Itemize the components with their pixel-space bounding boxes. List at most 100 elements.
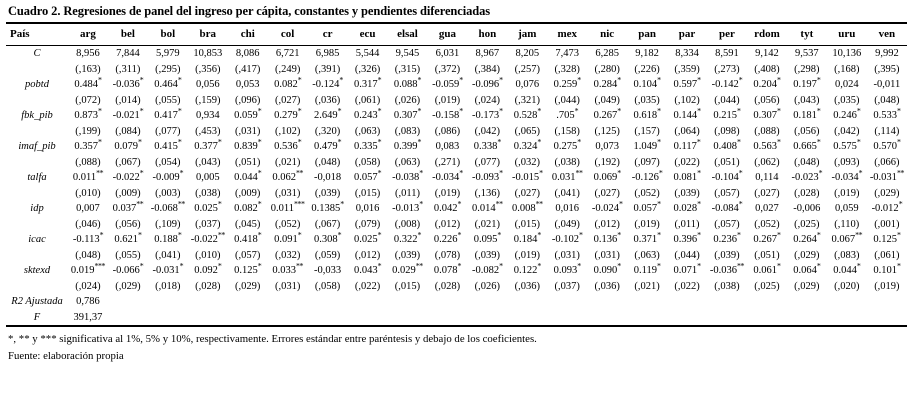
se-cell: (,043) bbox=[794, 94, 820, 106]
coef-cell: 0.188* bbox=[154, 230, 182, 245]
coef-cell: 0.067** bbox=[831, 230, 863, 245]
coef-cell: 0.408* bbox=[713, 137, 741, 152]
coef-cell: 9,545 bbox=[395, 48, 420, 59]
coef-cell: -0.036** bbox=[709, 261, 745, 276]
coef-cell: 0.136* bbox=[593, 230, 622, 245]
coef-cell: 0.025* bbox=[194, 199, 222, 214]
variable-label: imaf_pib bbox=[18, 141, 56, 152]
coef-cell: 8,334 bbox=[675, 48, 699, 59]
coef-cell: 0.081* bbox=[673, 168, 701, 183]
coef-cell: 0.618* bbox=[633, 106, 662, 121]
se-cell: (,019) bbox=[434, 94, 461, 106]
source-note: Fuente: elaboración propia bbox=[8, 350, 124, 362]
coef-cell: -0.173* bbox=[472, 106, 503, 121]
significance-stars: * bbox=[179, 261, 184, 271]
coef-row: imaf_pib 0.357* 0.079* 0.415* 0.377* 0.839* 0.… bbox=[6, 137, 907, 155]
significance-stars: * bbox=[618, 199, 623, 209]
se-row: (,024) (,029) (,018) (,028) (,029) (,031) (,05… bbox=[6, 279, 907, 295]
significance-stars: ** bbox=[896, 168, 905, 178]
coef-cell: -0.059* bbox=[432, 75, 463, 90]
coef-cell: 0.042* bbox=[433, 199, 462, 214]
se-cell: (,051) bbox=[235, 156, 261, 168]
significance-stars: * bbox=[497, 230, 501, 240]
se-cell: (,114) bbox=[874, 125, 900, 137]
significance-stars: * bbox=[577, 75, 581, 85]
coef-cell: 0,005 bbox=[195, 172, 220, 183]
summary-row: F 391,37 bbox=[6, 309, 907, 327]
se-cell: (,093) bbox=[834, 156, 860, 168]
significance-stars: * bbox=[656, 261, 661, 271]
coef-cell: 0.597* bbox=[673, 75, 701, 90]
se-row: (,163) (,311) (,295) (,356) (,417) (,249) (,39… bbox=[6, 62, 907, 78]
coef-cell: 0.396* bbox=[673, 230, 701, 245]
significance-stars: * bbox=[737, 230, 741, 240]
coef-cell: 0.101* bbox=[873, 261, 901, 276]
coef-cell: .705* bbox=[556, 106, 579, 121]
significance-stars: * bbox=[537, 230, 541, 240]
se-cell: (,019) bbox=[874, 280, 900, 292]
significance-stars: * bbox=[657, 75, 661, 85]
summary-label: F bbox=[6, 309, 68, 327]
significance-stars: * bbox=[457, 199, 461, 209]
coef-cell: -0.142* bbox=[711, 75, 743, 90]
coef-cell: 0.259* bbox=[553, 75, 582, 90]
coef-cell: 0.061* bbox=[753, 261, 781, 276]
se-row: (,048) (,055) (,041) (,010) (,057) (,032) (,05… bbox=[6, 248, 907, 264]
summary-value: 391,37 bbox=[68, 309, 108, 327]
significance-stars: * bbox=[816, 75, 821, 85]
se-cell: (,003) bbox=[155, 187, 181, 199]
coef-cell: 0,027 bbox=[755, 203, 779, 214]
coef-cell: -0.066* bbox=[112, 261, 144, 276]
significance-stars: * bbox=[896, 261, 901, 271]
se-cell: (,058) bbox=[354, 156, 381, 168]
header-cell-country: per bbox=[707, 22, 747, 46]
coef-cell: 0.059* bbox=[234, 106, 262, 121]
header-cell-country: tyt bbox=[786, 22, 827, 46]
se-cell: (,051) bbox=[754, 249, 780, 261]
significance-stars: * bbox=[419, 168, 423, 178]
empty-label-cell bbox=[6, 186, 68, 202]
coef-cell: -0.022** bbox=[190, 230, 226, 245]
se-cell: (,027) bbox=[274, 94, 301, 106]
se-cell: (,038) bbox=[195, 187, 221, 199]
variable-label: idp bbox=[30, 203, 44, 214]
se-cell: (,048) bbox=[874, 94, 900, 106]
coef-cell: 0,076 bbox=[515, 79, 540, 90]
significance-stars: * bbox=[99, 230, 104, 240]
header-cell-country: ecu bbox=[347, 22, 388, 46]
coef-cell: 0.019*** bbox=[70, 261, 106, 276]
coef-cell: 0,056 bbox=[195, 79, 220, 90]
se-cell: (,273) bbox=[714, 63, 740, 75]
significance-stars: * bbox=[696, 137, 701, 147]
significance-stars: * bbox=[697, 75, 701, 85]
significance-stars: * bbox=[139, 261, 144, 271]
header-cell-country: chi bbox=[227, 22, 268, 46]
se-cell: (,019) bbox=[634, 218, 660, 230]
coef-cell: 0.057* bbox=[353, 168, 382, 183]
coef-cell: 0.122* bbox=[513, 261, 542, 276]
coef-cell: 0.029** bbox=[392, 261, 423, 276]
coef-cell: 0.275* bbox=[553, 137, 582, 152]
header-cell-country: cr bbox=[307, 22, 348, 46]
se-cell: (,057) bbox=[714, 218, 740, 230]
significance-stars: * bbox=[898, 199, 903, 209]
se-cell: (,110) bbox=[834, 218, 860, 230]
se-cell: (,041) bbox=[554, 187, 580, 199]
se-cell: (,192) bbox=[594, 156, 620, 168]
coef-cell: 0.125* bbox=[873, 230, 901, 245]
coef-cell: 0.479* bbox=[314, 137, 342, 152]
coef-cell: 0.246* bbox=[833, 106, 861, 121]
se-row: (,199) (,084) (,077) (,453) (,031) (,102) (,32… bbox=[6, 124, 907, 140]
se-cell: (,065) bbox=[514, 125, 540, 137]
variable-label: C bbox=[33, 48, 41, 59]
se-cell: (,021) bbox=[474, 218, 501, 230]
significance-stars: * bbox=[417, 230, 422, 240]
se-cell: (,271) bbox=[434, 156, 461, 168]
significance-stars: * bbox=[377, 261, 382, 271]
se-cell: (,010) bbox=[75, 187, 101, 199]
coef-cell: 0.418* bbox=[234, 230, 262, 245]
se-cell: (,109) bbox=[155, 218, 181, 230]
se-cell: (,001) bbox=[874, 218, 900, 230]
empty-label-cell bbox=[6, 62, 68, 78]
coef-cell: -0.158* bbox=[432, 106, 463, 121]
